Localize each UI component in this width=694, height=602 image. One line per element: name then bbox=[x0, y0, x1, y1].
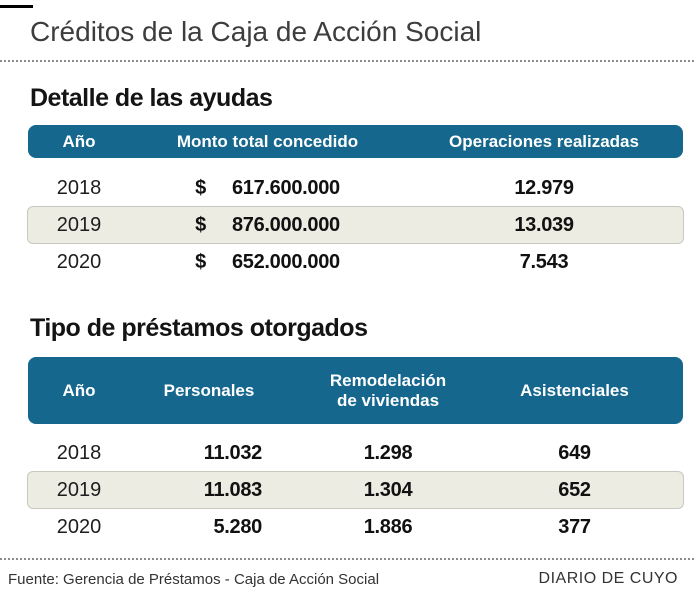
amount-cell: $ 876.000.000 bbox=[130, 214, 405, 237]
amount-value: 617.600.000 bbox=[231, 176, 340, 199]
table-row-2019-highlighted: 2019 $ 876.000.000 13.039 bbox=[27, 206, 684, 244]
page-title: Créditos de la Caja de Acción Social bbox=[30, 16, 482, 47]
currency-symbol: $ bbox=[195, 250, 206, 273]
year-cell: 2020 bbox=[56, 250, 102, 273]
publisher-brand: DIARIO DE CUYO bbox=[538, 570, 678, 587]
asistenciales-cell: 377 bbox=[558, 515, 591, 538]
personales-cell: 5.280 bbox=[213, 515, 262, 538]
table2-col-personales: Personales bbox=[163, 380, 255, 400]
asistenciales-cell: 649 bbox=[558, 441, 591, 464]
table2-header-row: Año Personales Remodelación de viviendas… bbox=[28, 357, 683, 424]
currency-symbol: $ bbox=[195, 213, 206, 236]
table2-body: 2018 11.032 1.298 649 2019 11.083 1.304 … bbox=[27, 435, 684, 545]
remodelacion-cell: 1.298 bbox=[363, 441, 413, 464]
remodelacion-cell: 1.304 bbox=[363, 478, 413, 501]
currency-symbol: $ bbox=[195, 176, 206, 199]
section-heading-detalle: Detalle de las ayudas bbox=[30, 84, 273, 112]
personales-cell: 11.083 bbox=[203, 478, 263, 501]
source-credit: Fuente: Gerencia de Préstamos - Caja de … bbox=[8, 571, 380, 588]
table-row-2018: 2018 $ 617.600.000 12.979 bbox=[28, 170, 683, 206]
year-cell: 2018 bbox=[56, 441, 102, 464]
year-cell: 2018 bbox=[56, 176, 102, 199]
amount-value: 876.000.000 bbox=[231, 213, 340, 236]
year-cell: 2019 bbox=[56, 478, 102, 501]
year-cell: 2019 bbox=[56, 213, 102, 236]
operations-cell: 12.979 bbox=[514, 176, 574, 199]
amount-cell: $ 652.000.000 bbox=[130, 251, 405, 274]
table1-col-monto: Monto total concedido bbox=[176, 131, 359, 151]
top-accent-dash bbox=[0, 5, 33, 8]
table1-body: 2018 $ 617.600.000 12.979 2019 $ 876.000… bbox=[27, 170, 684, 280]
year-cell: 2020 bbox=[56, 515, 102, 538]
operations-cell: 7.543 bbox=[519, 250, 569, 273]
footer-divider bbox=[0, 558, 694, 560]
personales-cell: 11.032 bbox=[203, 441, 263, 464]
table2-col-asistenciales: Asistenciales bbox=[520, 380, 629, 400]
asistenciales-cell: 652 bbox=[558, 478, 591, 501]
table2-col-ano: Año bbox=[62, 380, 96, 400]
remodelacion-cell: 1.886 bbox=[363, 515, 413, 538]
table-row-2020: 2020 $ 652.000.000 7.543 bbox=[28, 244, 683, 280]
table-row-2020: 2020 5.280 1.886 377 bbox=[28, 509, 683, 545]
amount-value: 652.000.000 bbox=[231, 250, 340, 273]
table1-header-row: Año Monto total concedido Operaciones re… bbox=[28, 125, 683, 158]
table1-col-operaciones: Operaciones realizadas bbox=[449, 131, 639, 151]
table-row-2019-highlighted: 2019 11.083 1.304 652 bbox=[27, 471, 684, 509]
title-divider bbox=[0, 60, 694, 62]
table1-col-ano: Año bbox=[62, 131, 96, 151]
table2-col-remodelacion: Remodelación de viviendas bbox=[329, 370, 447, 410]
operations-cell: 13.039 bbox=[514, 213, 574, 236]
amount-cell: $ 617.600.000 bbox=[130, 177, 405, 200]
section-heading-tipo: Tipo de préstamos otorgados bbox=[30, 314, 368, 342]
table-row-2018: 2018 11.032 1.298 649 bbox=[28, 435, 683, 471]
